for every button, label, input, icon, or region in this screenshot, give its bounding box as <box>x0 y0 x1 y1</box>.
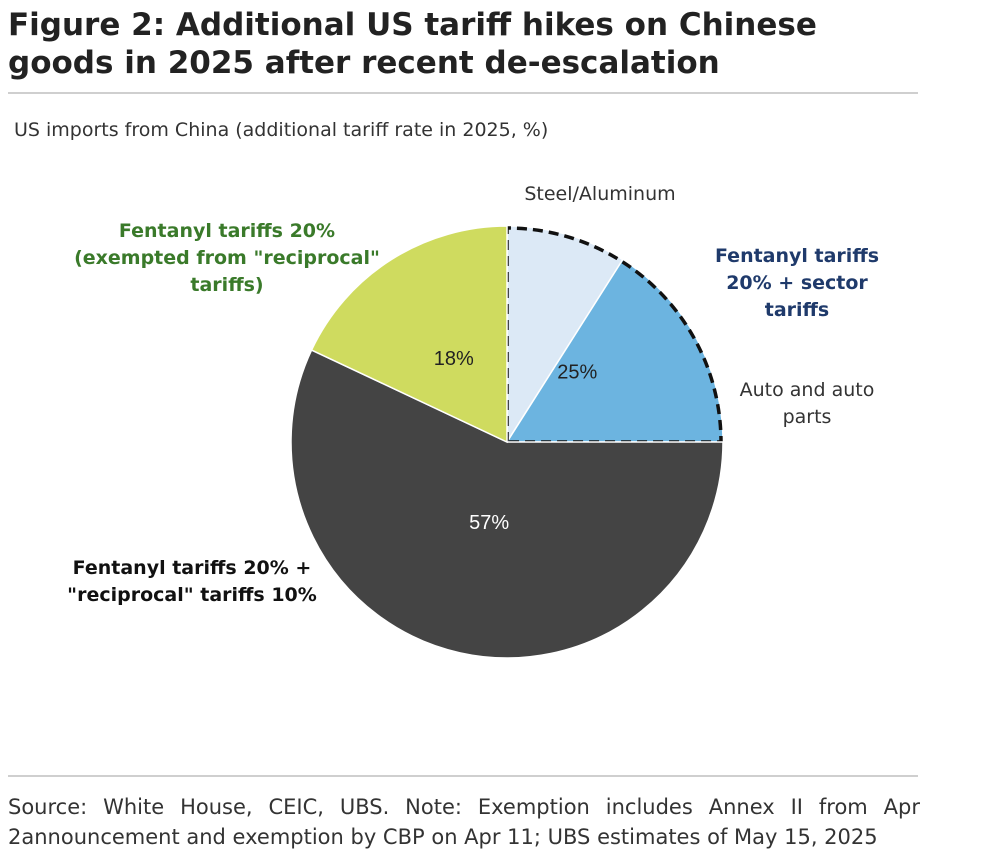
pie-pct-label-fentanyl-tariffs-20-reciprocal-tariffs-10: 57% <box>469 512 509 534</box>
label-recip-line1: Fentanyl tariffs 20% + <box>72 557 312 579</box>
label-auto-line2: parts <box>782 406 832 428</box>
label-sector-line1: Fentanyl tariffs <box>714 245 880 267</box>
pie-slice-fentanyl-tariffs-20-exempted-from-reciprocal-tariffs <box>310 225 508 444</box>
title-divider <box>8 92 918 94</box>
source-note: Source: White House, CEIC, UBS. Note: Ex… <box>8 795 920 849</box>
label-exempt-line2: (exempted from "reciprocal" <box>74 247 380 269</box>
label-reciprocal-tariffs: Fentanyl tariffs 20% + "reciprocal" tari… <box>42 555 342 609</box>
pie-pct-label-fentanyl-tariffs-20-sector-tariffs: 25% <box>557 362 597 384</box>
label-sector-tariffs: Fentanyl tariffs 20% + sector tariffs <box>702 243 892 324</box>
label-exempt-line3: tariffs) <box>190 274 264 296</box>
label-auto-parts: Auto and auto parts <box>722 377 892 431</box>
pie-pct-label-fentanyl-tariffs-20-exempted-from-reciprocal-tariffs: 18% <box>434 348 474 370</box>
pie-subslice-auto-and-auto-parts <box>505 258 724 443</box>
label-auto-line1: Auto and auto <box>739 379 875 401</box>
pie-subslice-steel-aluminum <box>506 225 624 445</box>
figure-title: Figure 2: Additional US tariff hikes on … <box>8 7 817 81</box>
label-exempt-line1: Fentanyl tariffs 20% <box>118 220 336 242</box>
label-sector-line3: tariffs <box>764 299 830 321</box>
label-steel-aluminum: Steel/Aluminum <box>500 181 700 208</box>
label-recip-line2: "reciprocal" tariffs 10% <box>67 584 317 606</box>
source-divider <box>8 775 918 777</box>
chart-subtitle: US imports from China (additional tariff… <box>14 119 549 141</box>
label-sector-line2: 20% + sector <box>726 272 868 294</box>
label-steel-text: Steel/Aluminum <box>524 183 676 205</box>
label-exempted-tariffs: Fentanyl tariffs 20% (exempted from "rec… <box>52 218 402 299</box>
pie-slice-fentanyl-tariffs-20-reciprocal-tariffs-10 <box>290 349 724 659</box>
